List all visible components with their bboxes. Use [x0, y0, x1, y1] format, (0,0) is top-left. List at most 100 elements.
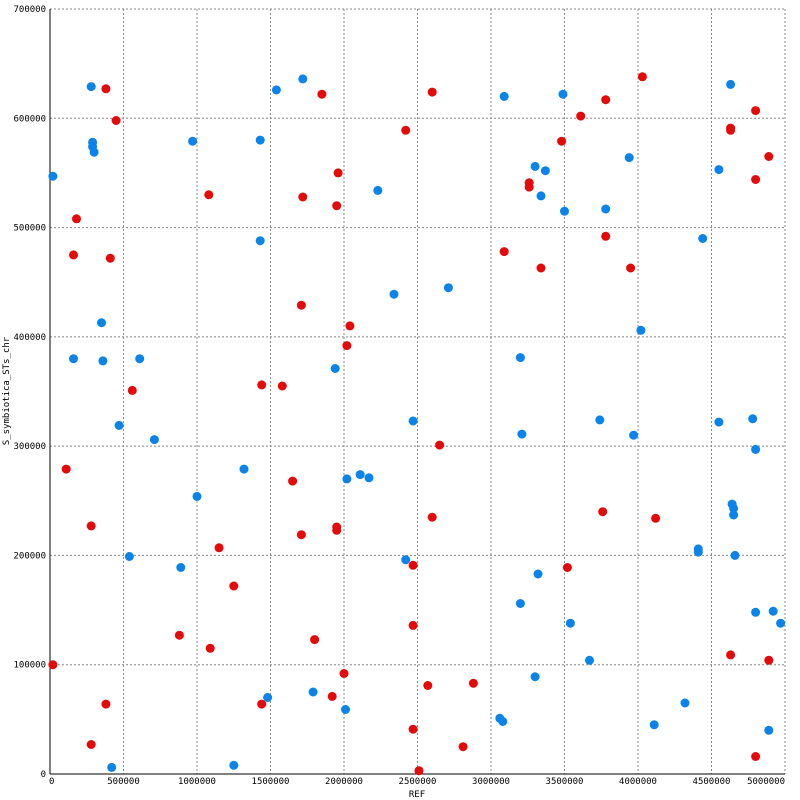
data-point-red [257, 699, 267, 709]
data-point-blue [271, 85, 281, 95]
data-point-red [764, 655, 774, 665]
data-point-blue [239, 464, 249, 474]
y-axis-title: S_symbiotica_STs_chr [2, 336, 12, 445]
data-point-red [205, 643, 215, 653]
data-point-red [423, 681, 433, 690]
data-point-blue [114, 420, 124, 430]
data-point-red [435, 440, 445, 450]
data-point-red [751, 175, 761, 184]
data-point-red [536, 263, 546, 273]
axes [49, 9, 785, 775]
data-point-red [427, 512, 437, 522]
data-point-blue [373, 185, 383, 195]
data-point-red [310, 635, 320, 645]
data-point-red [288, 476, 298, 486]
data-point-red [296, 300, 306, 310]
data-point-blue [255, 135, 265, 145]
data-points [48, 72, 786, 776]
data-point-red [598, 507, 608, 517]
data-point-blue [498, 717, 508, 726]
data-point-blue [97, 318, 106, 328]
data-point-blue [499, 91, 509, 101]
data-point-red [86, 740, 96, 749]
data-point-blue [255, 236, 265, 246]
data-point-blue [636, 325, 646, 335]
data-point-red [637, 72, 647, 82]
data-point-red [408, 620, 418, 630]
data-point-blue [714, 417, 724, 427]
x-tick-label: 4500000 [693, 777, 731, 787]
y-tick-label: 600000 [13, 114, 46, 124]
data-point-red [468, 678, 478, 688]
data-point-red [333, 168, 343, 178]
data-point-red [408, 724, 418, 734]
x-tick-labels: 0 500000 1000000 1500000 2000000 2500000 30000… [49, 777, 785, 787]
data-point-red [345, 321, 355, 331]
data-point-red [562, 563, 572, 572]
data-point-blue [515, 353, 525, 363]
x-tick-label: 3500000 [546, 777, 584, 787]
data-point-red [626, 263, 636, 273]
data-point-red [48, 660, 58, 670]
data-point-blue [764, 725, 774, 735]
data-point-red [174, 630, 184, 640]
x-axis-title: REF [409, 790, 425, 800]
data-point-blue [342, 474, 352, 484]
data-point-red [414, 766, 424, 776]
data-point-red [339, 669, 349, 678]
data-point-red [204, 190, 214, 200]
data-point-blue [558, 89, 568, 99]
data-point-red [751, 106, 761, 116]
x-tick-label: 500000 [107, 777, 140, 787]
data-point-red [111, 116, 121, 125]
data-point-red [327, 691, 337, 701]
x-tick-label: 4000000 [619, 777, 657, 787]
data-point-blue [536, 191, 546, 201]
data-point-red [557, 136, 567, 146]
data-point-blue [355, 470, 365, 480]
data-point-red [726, 125, 736, 135]
data-point-blue [693, 547, 703, 557]
data-point-red [408, 560, 418, 570]
data-point-blue [176, 563, 186, 572]
data-point-blue [730, 550, 740, 560]
data-point-red [127, 385, 137, 395]
data-point-blue [389, 289, 399, 299]
data-point-blue [86, 82, 96, 92]
y-tick-labels: 0 100000 200000 300000 400000 500000 600000 700… [13, 5, 46, 780]
data-point-blue [629, 430, 639, 440]
data-point-blue [714, 165, 724, 175]
data-point-blue [624, 153, 634, 163]
data-point-blue [768, 606, 778, 616]
y-tick-label: 200000 [13, 551, 46, 561]
data-point-blue [135, 354, 145, 364]
data-point-red [427, 87, 437, 97]
y-tick-label: 700000 [13, 5, 46, 15]
x-tick-label: 1000000 [178, 777, 216, 787]
data-point-red [601, 231, 611, 241]
data-point-red [229, 581, 239, 591]
data-point-blue [341, 705, 350, 714]
data-point-red [499, 247, 509, 257]
data-point-red [86, 521, 96, 531]
data-point-blue [401, 555, 411, 565]
data-point-blue [748, 414, 758, 424]
data-point-blue [408, 416, 418, 426]
x-tick-label: 3000000 [472, 777, 510, 787]
data-point-red [651, 513, 661, 523]
data-point-blue [729, 510, 739, 520]
data-point-red [101, 84, 111, 94]
data-point-blue [515, 599, 525, 608]
y-tick-label: 400000 [13, 333, 46, 343]
data-point-red [105, 253, 115, 263]
data-point-red [277, 381, 287, 391]
y-tick-label: 300000 [13, 442, 46, 452]
data-point-red [342, 341, 352, 351]
x-tick-label: 5000000 [747, 777, 785, 787]
data-point-red [257, 380, 267, 390]
data-point-blue [776, 618, 786, 628]
data-point-blue [98, 356, 108, 366]
data-point-blue [751, 607, 761, 617]
data-point-blue [229, 760, 239, 770]
x-tick-label: 2500000 [399, 777, 437, 787]
